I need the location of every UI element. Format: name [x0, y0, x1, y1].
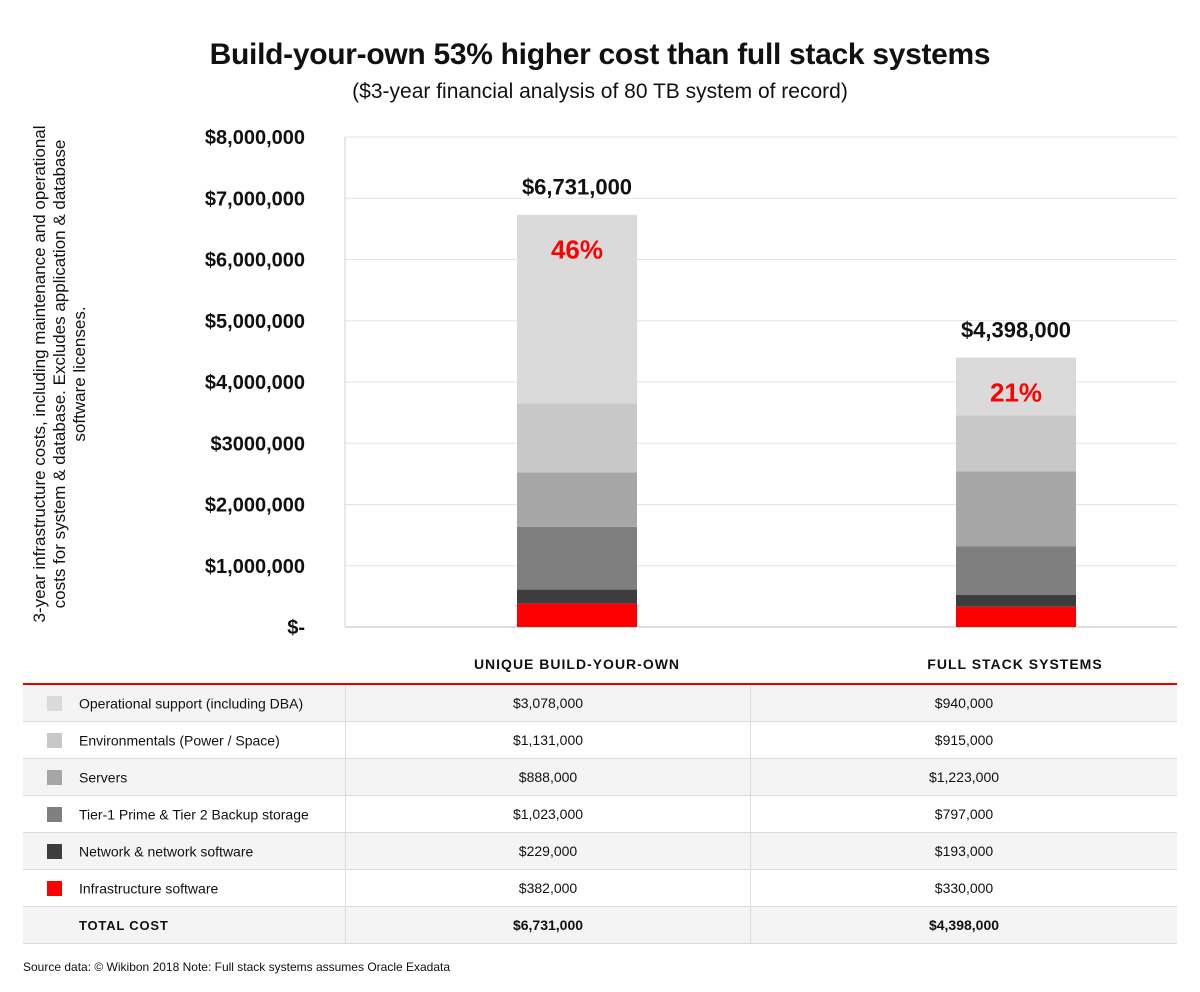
y-tick-label: $-: [287, 617, 305, 639]
percent-annotation: 46%: [551, 235, 603, 265]
row-label: Infrastructure software: [79, 880, 219, 897]
table-row: Environmentals (Power / Space) $1,131,00…: [23, 721, 1177, 759]
legend-swatch: [47, 696, 62, 712]
bar-segment: [517, 589, 637, 604]
bar-segment: [956, 415, 1076, 472]
cell-build-your-own: $382,000: [345, 869, 751, 907]
table-row: Tier-1 Prime & Tier 2 Backup storage $1,…: [23, 795, 1177, 833]
bar-segment: [517, 526, 637, 590]
chart-title: Build-your-own 53% higher cost than full…: [209, 38, 991, 71]
y-tick-label: $8,000,000: [205, 127, 305, 149]
y-axis-ticks: $- $1,000,000 $2,000,000 $3000,000 $4,000,00…: [205, 127, 305, 639]
bar-total-label: $6,731,000: [522, 175, 632, 200]
cell-full-stack: $915,000: [750, 721, 1177, 759]
percent-annotation: 21%: [990, 378, 1042, 408]
legend-swatch: [47, 881, 62, 897]
bar-segment: [956, 471, 1076, 547]
y-tick-label: $4,000,000: [205, 372, 305, 394]
row-label: Network & network software: [79, 843, 254, 860]
bar-segment: [956, 546, 1076, 595]
bar-segment: [956, 606, 1076, 627]
cell-full-stack: $330,000: [750, 869, 1177, 907]
y-tick-label: $5,000,000: [205, 311, 305, 333]
table-total-row: TOTAL COST $6,731,000 $4,398,000: [23, 906, 1177, 944]
bar-segment: [956, 357, 1076, 416]
y-tick-label: $7,000,000: [205, 188, 305, 210]
chart-subtitle: ($3-year financial analysis of 80 TB sys…: [352, 80, 848, 103]
bar-segment: [517, 472, 637, 527]
cell-full-stack: $193,000: [750, 832, 1177, 870]
row-label: Environmentals (Power / Space): [79, 732, 280, 749]
cost-breakdown-table: Operational support (including DBA) $3,0…: [23, 683, 1177, 944]
cell-full-stack: $1,223,000: [750, 758, 1177, 796]
bar-segment: [517, 603, 637, 627]
legend-swatch: [47, 733, 62, 749]
table-row: Network & network software $229,000 $193…: [23, 832, 1177, 870]
total-label: TOTAL COST: [79, 918, 169, 934]
y-tick-label: $1,000,000: [205, 556, 305, 578]
cell-build-your-own: $1,131,000: [345, 721, 751, 759]
cell-full-stack: $940,000: [750, 683, 1177, 722]
gridlines: [344, 136, 1177, 628]
cell-full-stack: $797,000: [750, 795, 1177, 833]
row-label: Tier-1 Prime & Tier 2 Backup storage: [79, 806, 309, 823]
table-row: Infrastructure software $382,000 $330,00…: [23, 869, 1177, 907]
cell-build-your-own: $1,023,000: [345, 795, 751, 833]
y-tick-label: $6,000,000: [205, 250, 305, 272]
y-tick-label: $3000,000: [210, 433, 305, 455]
category-label-full-stack: FULL STACK SYSTEMS: [927, 656, 1103, 672]
legend-swatch: [47, 770, 62, 786]
y-tick-label: $2,000,000: [205, 495, 305, 517]
bars: [517, 214, 1076, 627]
bar-segment: [517, 214, 637, 404]
cell-build-your-own: $229,000: [345, 832, 751, 870]
total-build-your-own: $6,731,000: [345, 906, 751, 944]
total-full-stack: $4,398,000: [750, 906, 1177, 944]
cell-build-your-own: $888,000: [345, 758, 751, 796]
table-row: Operational support (including DBA) $3,0…: [23, 683, 1177, 722]
category-label-build-your-own: UNIQUE BUILD-YOUR-OWN: [473, 656, 681, 672]
bar-segment: [517, 403, 637, 473]
stacked-bar-chart: $- $1,000,000 $2,000,000 $3000,000 $4,000,00…: [205, 127, 1177, 639]
bar-segment: [956, 594, 1076, 607]
legend-swatch: [47, 844, 62, 860]
row-label: Servers: [79, 769, 128, 786]
table-row: Servers $888,000 $1,223,000: [23, 758, 1177, 796]
bar-total-label: $4,398,000: [961, 318, 1071, 343]
source-note: Source data: © Wikibon 2018 Note: Full s…: [23, 960, 451, 974]
row-label: Operational support (including DBA): [79, 695, 304, 712]
legend-swatch: [47, 807, 62, 823]
cell-build-your-own: $3,078,000: [345, 683, 751, 722]
bar-labels: $6,731,000 46% $4,398,000 21%: [522, 175, 1071, 408]
